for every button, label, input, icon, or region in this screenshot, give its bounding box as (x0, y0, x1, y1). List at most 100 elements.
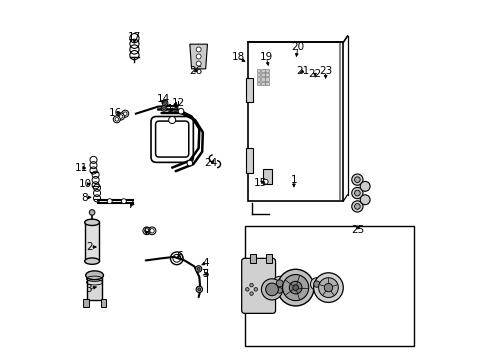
Circle shape (249, 283, 253, 287)
Circle shape (324, 283, 332, 292)
Polygon shape (189, 44, 207, 69)
Text: 25: 25 (351, 225, 364, 235)
Circle shape (198, 288, 201, 291)
Circle shape (113, 116, 120, 123)
Bar (83, 299, 88, 307)
Circle shape (253, 288, 257, 291)
Bar (245, 148, 252, 173)
Circle shape (150, 229, 154, 233)
Text: 18: 18 (231, 52, 244, 62)
Circle shape (195, 266, 202, 272)
Text: 4: 4 (202, 258, 208, 268)
Text: 5: 5 (202, 269, 208, 279)
Text: 2: 2 (86, 242, 93, 252)
Circle shape (122, 110, 128, 117)
Bar (261, 82, 264, 85)
Circle shape (161, 105, 166, 111)
Bar (261, 73, 264, 76)
Circle shape (354, 177, 360, 183)
Circle shape (351, 188, 362, 199)
Text: 10: 10 (78, 179, 91, 189)
Bar (87, 275, 102, 300)
Circle shape (276, 288, 282, 293)
Circle shape (196, 54, 201, 59)
Bar (261, 69, 264, 72)
Bar (84, 222, 99, 261)
Text: 23: 23 (318, 66, 331, 76)
Circle shape (119, 115, 122, 118)
Circle shape (354, 204, 360, 209)
Circle shape (196, 47, 201, 52)
Bar (249, 254, 256, 263)
Circle shape (351, 201, 362, 212)
Circle shape (282, 275, 308, 301)
Circle shape (263, 179, 267, 184)
Text: 26: 26 (189, 66, 202, 76)
Bar (245, 78, 252, 102)
Circle shape (186, 160, 192, 166)
Circle shape (162, 100, 167, 106)
Text: 1: 1 (290, 175, 297, 185)
Bar (265, 77, 268, 81)
Circle shape (313, 281, 319, 287)
Bar (256, 82, 260, 85)
Circle shape (245, 288, 248, 291)
Text: 22: 22 (308, 69, 321, 79)
Text: 19: 19 (259, 52, 272, 62)
Circle shape (115, 118, 118, 121)
Circle shape (249, 292, 253, 295)
Circle shape (117, 113, 124, 120)
Text: 24: 24 (204, 158, 217, 168)
Circle shape (292, 285, 298, 291)
Bar (256, 69, 260, 72)
Circle shape (196, 61, 201, 66)
Bar (263, 170, 271, 184)
Circle shape (168, 117, 175, 123)
Circle shape (313, 273, 343, 302)
Ellipse shape (84, 258, 99, 264)
Bar (256, 77, 260, 81)
Circle shape (277, 269, 313, 306)
Text: 7: 7 (127, 200, 134, 210)
Circle shape (360, 195, 369, 205)
Circle shape (196, 286, 202, 293)
Circle shape (289, 281, 302, 294)
Circle shape (142, 227, 150, 235)
Circle shape (197, 267, 200, 270)
Circle shape (178, 108, 183, 114)
Circle shape (107, 199, 112, 204)
Bar (265, 254, 271, 263)
Circle shape (121, 199, 126, 204)
Bar (261, 77, 264, 81)
Circle shape (274, 285, 285, 296)
Text: 21: 21 (295, 66, 309, 76)
Ellipse shape (85, 271, 103, 280)
Circle shape (123, 112, 127, 116)
Text: 3: 3 (85, 284, 92, 294)
Circle shape (272, 276, 286, 291)
Text: 6: 6 (176, 251, 182, 261)
Circle shape (163, 107, 165, 110)
Text: 12: 12 (171, 98, 184, 108)
Circle shape (360, 181, 369, 191)
Circle shape (310, 278, 323, 291)
Bar (265, 82, 268, 85)
Bar (265, 69, 268, 72)
Bar (256, 73, 260, 76)
Circle shape (276, 280, 283, 287)
Circle shape (89, 210, 95, 215)
Bar (247, 42, 343, 201)
Circle shape (148, 227, 156, 235)
Text: 17: 17 (127, 32, 141, 42)
Text: 8: 8 (81, 193, 88, 203)
Bar (244, 226, 413, 346)
Text: 11: 11 (75, 163, 88, 173)
Circle shape (318, 278, 338, 297)
Text: 15: 15 (253, 178, 266, 188)
Text: 14: 14 (157, 94, 170, 104)
Bar (101, 299, 106, 307)
Bar (265, 73, 268, 76)
Circle shape (144, 229, 148, 233)
Ellipse shape (84, 219, 99, 225)
Text: 13: 13 (166, 104, 180, 114)
